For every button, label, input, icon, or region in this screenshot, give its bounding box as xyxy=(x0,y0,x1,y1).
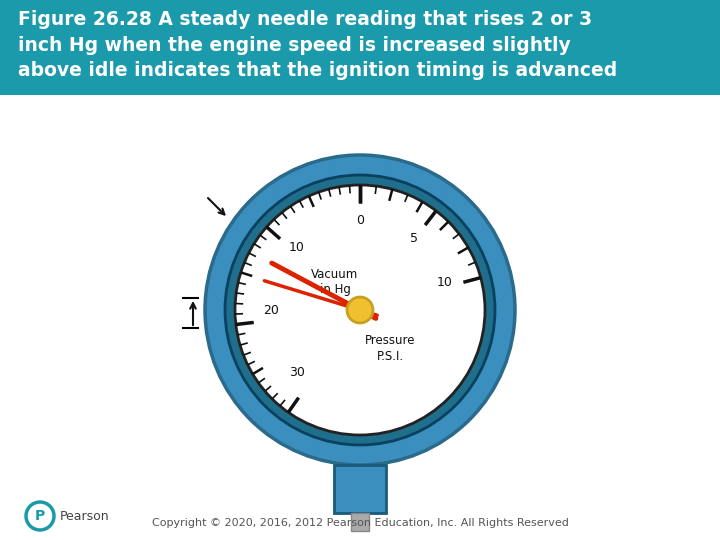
Text: P: P xyxy=(35,509,45,523)
Text: 20: 20 xyxy=(263,303,279,316)
Circle shape xyxy=(225,175,495,445)
Text: 30: 30 xyxy=(289,367,305,380)
Text: 0: 0 xyxy=(356,214,364,227)
Bar xyxy=(0,0,720,95)
Circle shape xyxy=(205,155,515,465)
Bar xyxy=(351,513,369,531)
Text: Copyright © 2020, 2016, 2012 Pearson Education, Inc. All Rights Reserved: Copyright © 2020, 2016, 2012 Pearson Edu… xyxy=(152,518,568,528)
Bar xyxy=(334,465,386,513)
Text: 5: 5 xyxy=(410,232,418,245)
Text: Vacuum
in Hg: Vacuum in Hg xyxy=(311,267,359,296)
Text: 10: 10 xyxy=(437,276,453,289)
Text: Pearson: Pearson xyxy=(60,510,109,523)
Circle shape xyxy=(347,297,373,323)
Text: 10: 10 xyxy=(289,240,305,254)
Text: Pressure
P.S.I.: Pressure P.S.I. xyxy=(365,334,415,362)
Circle shape xyxy=(26,502,54,530)
Circle shape xyxy=(235,185,485,435)
Text: Figure 26.28 A steady needle reading that rises 2 or 3
inch Hg when the engine s: Figure 26.28 A steady needle reading tha… xyxy=(18,10,617,80)
